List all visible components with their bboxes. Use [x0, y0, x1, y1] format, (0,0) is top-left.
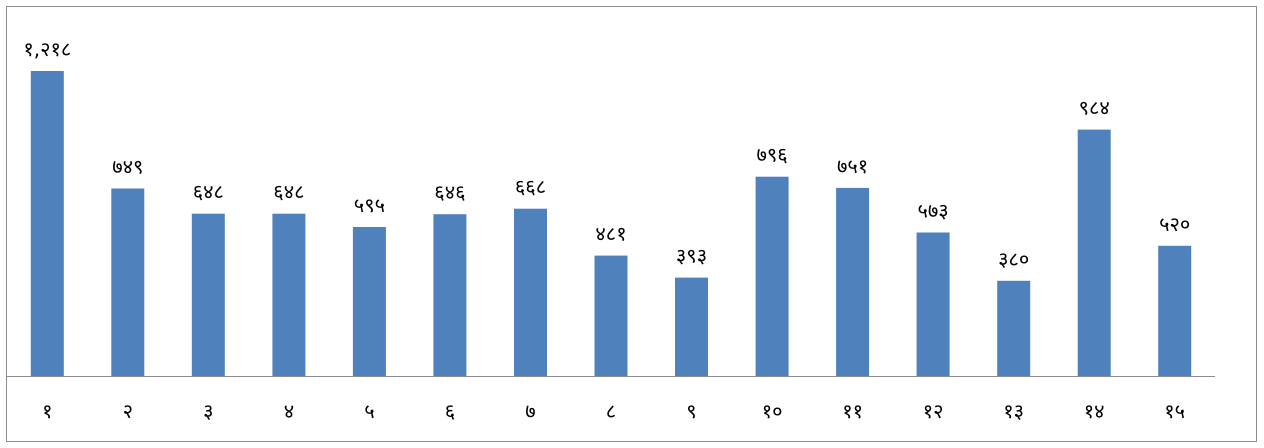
- x-tick-label-5: ५: [364, 399, 374, 423]
- bar-6: [433, 214, 467, 376]
- data-label-11: ७५१: [837, 154, 868, 178]
- data-label-3: ६४८: [193, 180, 224, 204]
- bar-4: [272, 213, 306, 376]
- bar-13: [997, 280, 1031, 376]
- bar-1: [30, 71, 64, 376]
- bar-12: [916, 232, 950, 376]
- x-tick-label-2: २: [123, 399, 133, 423]
- bar-9: [675, 277, 708, 376]
- x-tick-label-1: १: [42, 399, 52, 423]
- bar-14: [1077, 129, 1111, 376]
- x-tick-label-7: ७: [525, 399, 535, 423]
- x-tick-labels-group: १ २ ३ ४ ५ ६ ७ ८ ९ १० ११ १२ १३ १४ १५: [42, 399, 1185, 423]
- bars-group: [30, 71, 1192, 376]
- data-label-8: ४८१: [595, 222, 626, 246]
- x-tick-label-15: १५: [1164, 399, 1185, 423]
- x-tick-label-9: ९: [686, 399, 696, 423]
- x-tick-label-3: ३: [203, 399, 213, 423]
- bar-2: [111, 188, 145, 376]
- data-label-5: ५९५: [354, 193, 385, 217]
- bar-3: [191, 213, 225, 376]
- data-label-4: ६४८: [273, 180, 304, 204]
- bar-15: [1158, 245, 1192, 376]
- bar-5: [352, 227, 386, 376]
- x-tick-label-12: १२: [923, 399, 944, 423]
- data-label-7: ६६८: [515, 175, 546, 199]
- x-tick-label-6: ६: [445, 399, 455, 423]
- data-label-9: ३९३: [676, 244, 707, 268]
- data-label-2: ७४९: [112, 155, 143, 179]
- data-label-10: ७९६: [756, 143, 787, 167]
- x-tick-label-14: १४: [1084, 399, 1105, 423]
- data-labels-group: १,२१८ ७४९ ६४८ ६४८ ५९५ ६४६ ६६८ ४८१ ३९३ ७९६ ७५१ ५७३ ३८…: [23, 37, 1190, 271]
- bar-11: [836, 187, 870, 376]
- data-label-12: ५७३: [917, 199, 948, 223]
- data-label-1: १,२१८: [23, 37, 71, 61]
- x-tick-label-11: ११: [842, 399, 863, 423]
- x-tick-label-10: १०: [762, 399, 783, 423]
- data-label-6: ६४६: [434, 180, 465, 204]
- x-tick-label-8: ८: [606, 399, 616, 423]
- bar-7: [514, 208, 547, 376]
- data-label-14: ९८४: [1079, 96, 1110, 120]
- x-tick-label-13: १३: [1003, 399, 1024, 423]
- bar-8: [594, 255, 628, 376]
- data-label-13: ३८०: [998, 247, 1029, 271]
- data-label-15: ५२०: [1159, 212, 1190, 236]
- x-tick-label-4: ४: [284, 399, 294, 423]
- bar-10: [755, 176, 789, 376]
